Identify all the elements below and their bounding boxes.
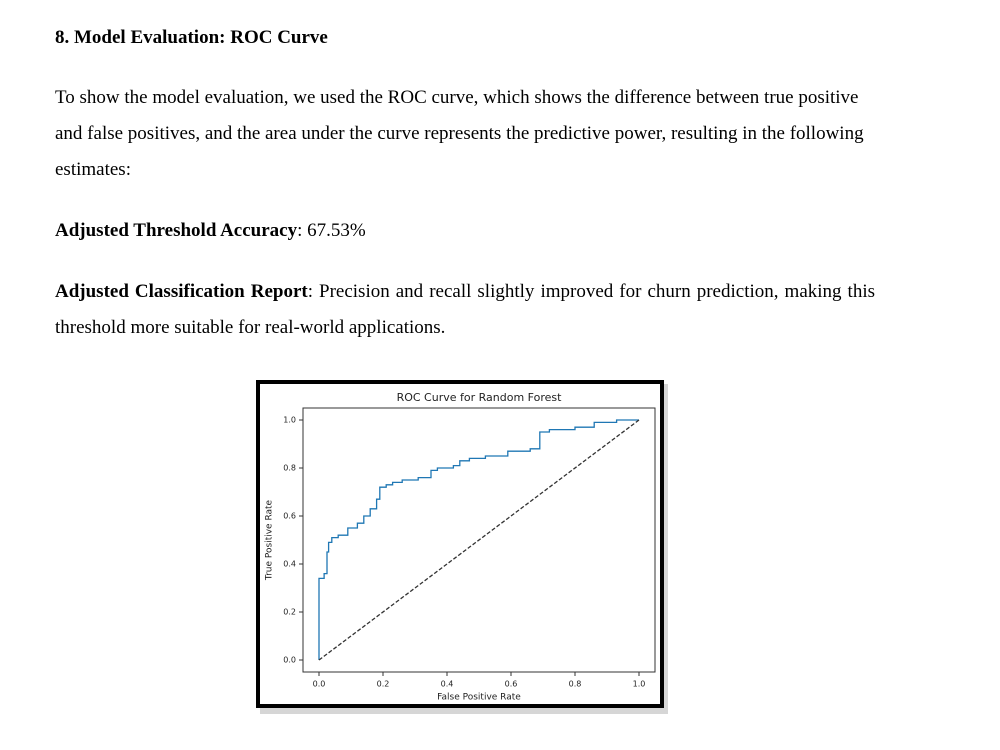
y-axis-label: True Positive Rate	[265, 499, 275, 581]
report-label: Adjusted Classification Report	[55, 281, 308, 302]
y-tick-label: 0.4	[283, 560, 296, 569]
x-tick-label: 0.6	[505, 680, 518, 689]
x-tick-label: 0.0	[313, 680, 326, 689]
paragraph: To show the model evaluation, we used th…	[55, 87, 864, 180]
x-tick-label: 0.8	[569, 680, 582, 689]
roc-line	[318, 419, 640, 661]
y-tick-label: 0.0	[283, 656, 296, 665]
accuracy-text: : 67.53%	[297, 220, 366, 241]
report-text: : Precision and recall slightly improved…	[55, 281, 875, 338]
heading: 8. Model Evaluation: ROC Curve	[55, 27, 328, 48]
y-tick-label: 1.0	[283, 416, 296, 425]
roc-line	[318, 419, 639, 660]
y-tick-label: 0.8	[283, 464, 296, 473]
figure-frame	[256, 380, 664, 708]
plot-frame	[302, 407, 656, 673]
y-tick-label: 0.6	[283, 512, 296, 521]
x-tick-label: 0.4	[441, 680, 454, 689]
report: Adjusted Classification Report: Precisio…	[55, 274, 875, 346]
x-tick-label: 0.2	[377, 680, 390, 689]
accuracy: Adjusted Threshold Accuracy: 67.53%	[55, 213, 875, 249]
x-tick-label: 1.0	[633, 680, 646, 689]
accuracy-label: Adjusted Threshold Accuracy	[55, 220, 298, 241]
chart-title: ROC Curve for Random Forest	[397, 391, 563, 404]
figure: ROC Curve for Random Forest False Positi…	[256, 380, 668, 714]
x-axis-label: False Positive Rate	[437, 693, 521, 703]
y-tick-label: 0.2	[283, 608, 296, 617]
